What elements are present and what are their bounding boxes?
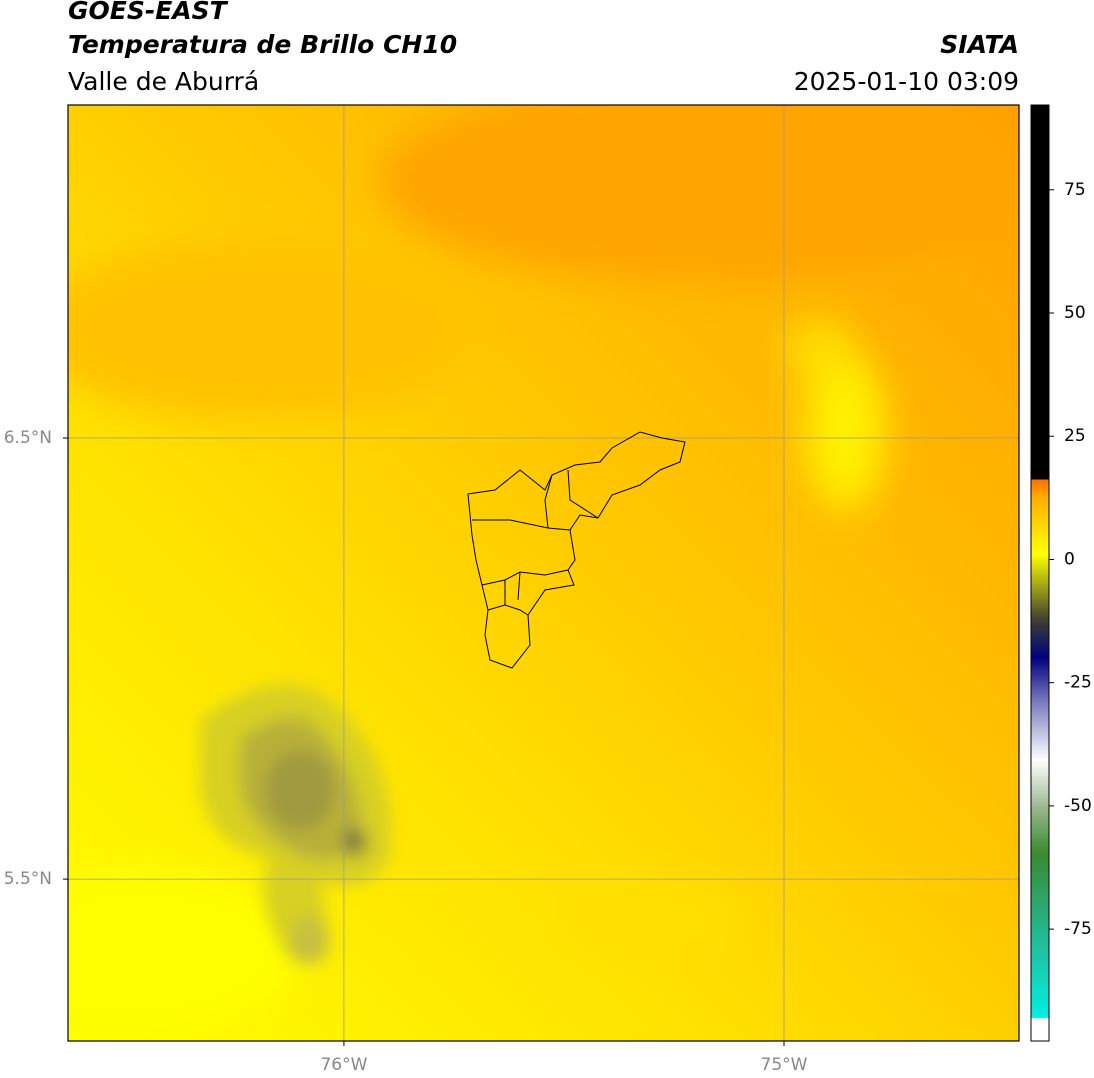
colorbar-tick-label: 75 <box>1064 180 1086 200</box>
y-tick-label: 5.5°N <box>4 869 52 889</box>
subtitle: Temperatura de Brillo CH10 <box>68 30 457 59</box>
colorbar-ticks: 75 50 25 0 -25 -50 -75 <box>1049 180 1092 939</box>
x-tick-label: 76°W <box>320 1055 367 1075</box>
colorbar-tick-label: 0 <box>1064 549 1075 569</box>
temperature-field <box>68 105 1019 1041</box>
graticule: 76°W 75°W 6.5°N 5.5°N <box>4 105 1019 1075</box>
colorbar <box>1030 104 1050 1042</box>
datetime: 2025-01-10 03:09 <box>794 67 1019 96</box>
colorbar-tick-label: -50 <box>1064 796 1092 816</box>
y-tick-label: 6.5°N <box>4 428 52 448</box>
colorbar-tick-label: -25 <box>1064 673 1092 693</box>
colorbar-tick-label: 25 <box>1064 426 1086 446</box>
region: Valle de Aburrá <box>68 67 259 96</box>
x-tick-label: 75°W <box>761 1055 808 1075</box>
map-frame <box>67 104 1020 1042</box>
source: SIATA <box>940 30 1019 59</box>
valley-outline <box>467 431 686 669</box>
colorbar-tick-label: 50 <box>1064 303 1086 323</box>
colorbar-tick-label: -75 <box>1064 919 1092 939</box>
title: GOES-EAST <box>68 0 229 25</box>
